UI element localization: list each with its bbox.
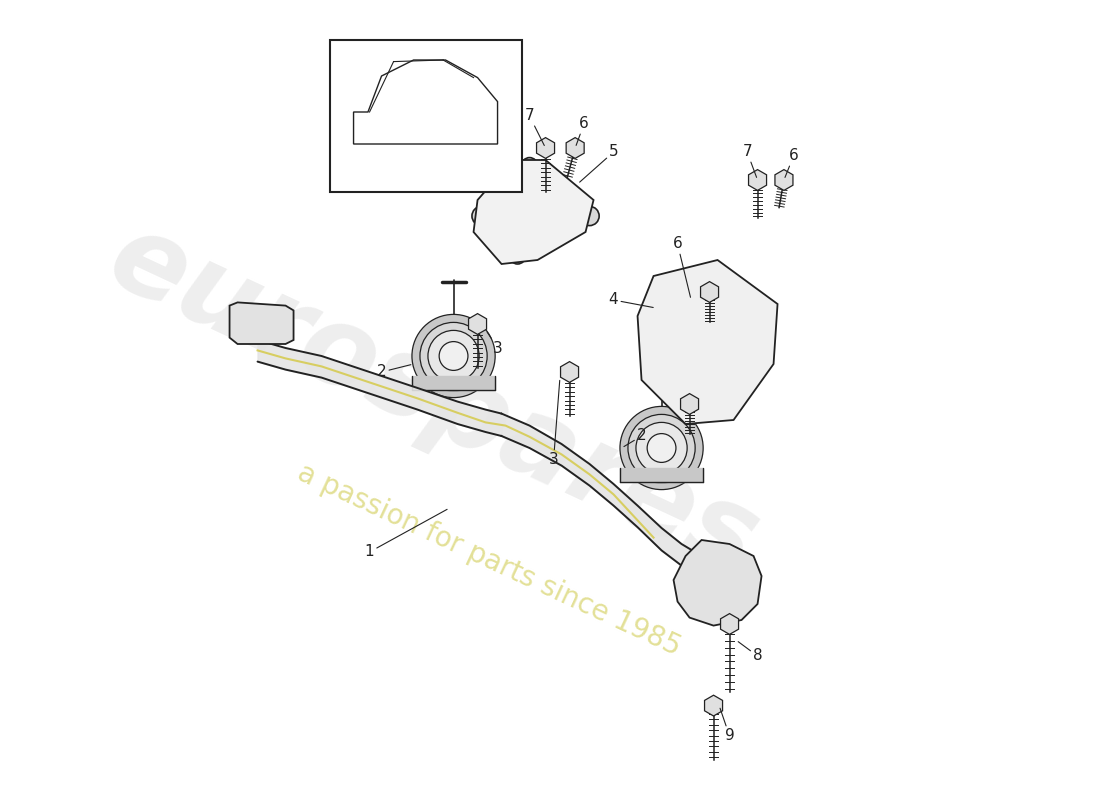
Text: 1: 1 xyxy=(365,510,447,559)
Circle shape xyxy=(464,137,483,156)
Polygon shape xyxy=(701,282,718,302)
Text: 8: 8 xyxy=(738,642,762,663)
Circle shape xyxy=(439,342,468,370)
Polygon shape xyxy=(566,138,584,158)
Polygon shape xyxy=(230,302,294,344)
Circle shape xyxy=(509,248,526,264)
Text: 3: 3 xyxy=(549,380,560,467)
Circle shape xyxy=(628,414,695,482)
Circle shape xyxy=(723,574,752,602)
Polygon shape xyxy=(720,614,738,634)
Circle shape xyxy=(368,126,408,166)
Polygon shape xyxy=(774,170,793,190)
Text: 6: 6 xyxy=(785,149,799,178)
Circle shape xyxy=(521,158,538,174)
Polygon shape xyxy=(469,314,486,334)
Circle shape xyxy=(700,302,744,346)
Text: 3: 3 xyxy=(487,332,503,355)
FancyBboxPatch shape xyxy=(330,40,521,192)
Text: 5: 5 xyxy=(580,145,618,182)
Circle shape xyxy=(453,126,494,166)
Circle shape xyxy=(580,206,600,226)
Circle shape xyxy=(428,330,480,382)
Circle shape xyxy=(378,137,397,156)
Text: a passion for parts since 1985: a passion for parts since 1985 xyxy=(294,458,685,662)
Text: 7: 7 xyxy=(525,109,544,146)
Circle shape xyxy=(647,434,676,462)
Circle shape xyxy=(688,550,732,594)
Text: 9: 9 xyxy=(720,708,735,743)
Text: 6: 6 xyxy=(673,237,691,298)
Polygon shape xyxy=(537,138,554,158)
Circle shape xyxy=(420,322,487,390)
Polygon shape xyxy=(561,362,579,382)
Circle shape xyxy=(659,289,681,311)
Circle shape xyxy=(752,314,771,334)
Polygon shape xyxy=(748,170,767,190)
Circle shape xyxy=(239,307,268,336)
Polygon shape xyxy=(474,160,594,264)
Text: 7: 7 xyxy=(742,145,757,178)
Circle shape xyxy=(412,314,495,398)
Circle shape xyxy=(265,310,289,334)
Circle shape xyxy=(620,406,703,490)
Polygon shape xyxy=(681,394,698,414)
Circle shape xyxy=(691,594,712,614)
Text: eurospares: eurospares xyxy=(92,203,774,597)
Polygon shape xyxy=(620,468,703,482)
Text: 4: 4 xyxy=(608,293,653,307)
Circle shape xyxy=(636,422,688,474)
Polygon shape xyxy=(673,540,761,626)
Circle shape xyxy=(650,353,673,375)
Polygon shape xyxy=(353,60,497,144)
Circle shape xyxy=(697,364,738,404)
Text: 2: 2 xyxy=(376,365,411,379)
Polygon shape xyxy=(704,695,723,716)
Text: 2: 2 xyxy=(624,429,647,446)
Text: 6: 6 xyxy=(576,117,588,146)
Polygon shape xyxy=(638,260,778,424)
Polygon shape xyxy=(412,376,495,390)
Circle shape xyxy=(472,206,492,226)
